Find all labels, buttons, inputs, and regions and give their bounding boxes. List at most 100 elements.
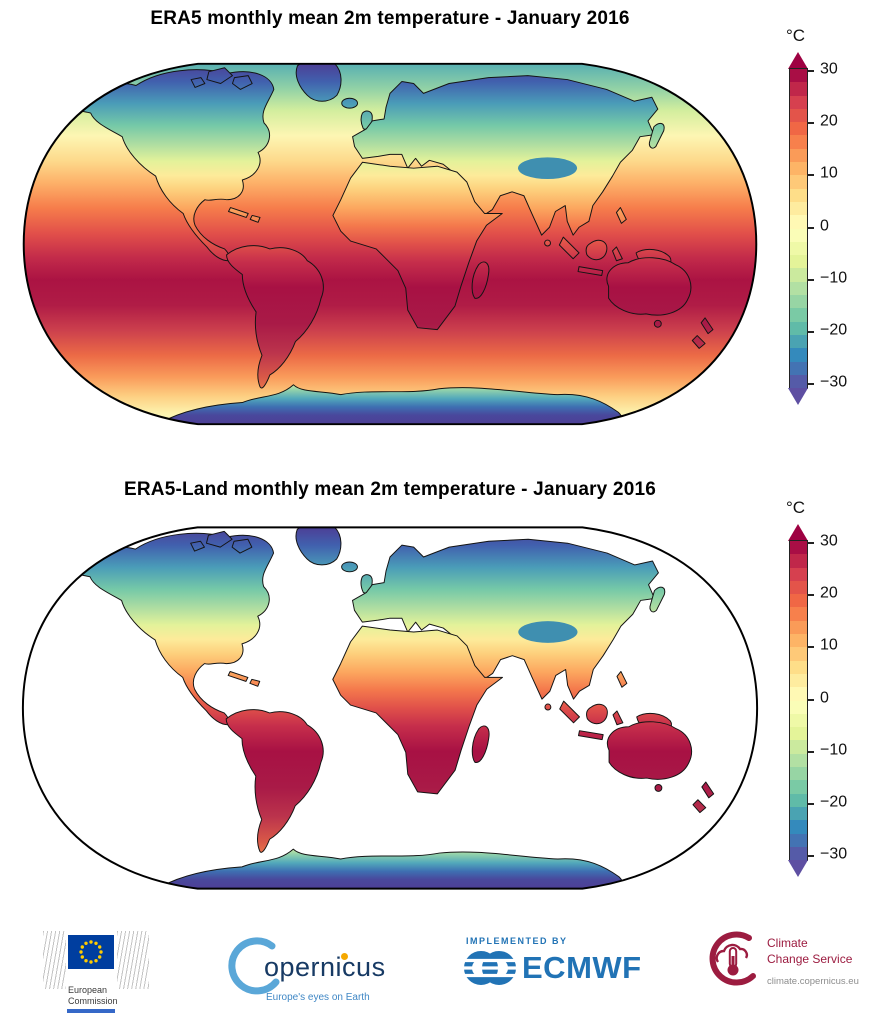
colorbar-segment [790,806,807,821]
colorbar-segment [790,833,807,847]
colorbar-tick-mark [808,855,814,857]
colorbar-segment [790,268,807,282]
colorbar-tick-mark [808,122,814,125]
colorbar-segment [790,374,807,389]
ecmwf-logo: IMPLEMENTED BY ECMWF [462,936,652,1006]
colorbar-segment [790,255,807,269]
map1-era5-global [22,62,758,426]
colorbar-segment [790,108,807,123]
colorbar-tick-label: 10 [820,164,838,182]
copernicus-wordmark-text: opernicus [264,951,386,982]
colorbar-arrow-above-max [788,524,808,541]
colorbar-tick-label: 20 [820,584,838,602]
colorbar-tick-mark [808,226,814,229]
colorbar-segment [790,228,807,242]
colorbar-segment [790,321,807,335]
colorbar-segment [790,148,807,163]
eu-stars-icon [79,940,103,964]
colorbar-segment [790,673,807,688]
colorbar-segment [790,162,807,176]
colorbar-body [789,540,808,861]
colorbar-unit-label: °C [786,498,806,517]
colorbar-segment [790,215,807,229]
colorbar-tick-mark [808,383,814,385]
colorbar-segment [790,753,807,768]
colorbar-segment [790,740,807,754]
copernicus-dot-icon [340,952,348,960]
colorbar-segment [790,660,807,674]
colorbar-tick-mark [808,70,814,72]
colorbar-segment [790,767,807,781]
colorbar-tick-label: 30 [820,60,838,78]
colorbar-segment [790,95,807,109]
ecmwf-kicker: IMPLEMENTED BY [466,936,568,946]
colorbar-segment [790,308,807,322]
colorbar-segment [790,361,807,375]
ec-line1: European [68,985,108,995]
colorbar-segment [790,780,807,794]
colorbar-tick-label: −20 [820,793,848,811]
colorbar-segment [790,175,807,189]
colorbar-segment [790,727,807,741]
ec-hatch-right [117,931,149,989]
colorbar: °C 30 20 10 0 −10 −20 −30 [780,498,872,918]
colorbar-segment [790,541,807,555]
colorbar-arrow-above-max [788,52,808,69]
c3s-crescent-thermometer-icon [709,931,756,986]
colorbar-segment [790,188,807,202]
colorbar-segment [790,241,807,256]
colorbar-segment [790,700,807,714]
colorbar-segment [790,687,807,701]
colorbar-segment [790,594,807,608]
copernicus-logo: opernicus Europe's eyes on Earth [228,936,403,1006]
colorbar-segment [790,122,807,136]
colorbar-segment [790,793,807,807]
colorbar-tick-label: −20 [820,321,848,339]
colorbar-tick-mark [808,542,814,544]
colorbar-segment [790,69,807,83]
map2-title: ERA5-Land monthly mean 2m temperature - … [123,479,656,500]
european-commission-logo: European Commission [43,925,168,1017]
ec-wordmark: European Commission [68,985,118,1008]
colorbar-segment [790,201,807,216]
colorbar-tick-mark [808,698,814,701]
colorbar-tick-mark [808,750,814,753]
colorbar-segment [790,295,807,309]
colorbar-segment [790,82,807,96]
colorbar-tick-mark [808,174,814,177]
colorbar-arrow-below-min [788,388,808,405]
climate-change-service-logo: Climate Change Service climate.copernicu… [703,926,871,1006]
colorbar-segment [790,554,807,568]
colorbar-tick-mark [808,594,814,597]
c3s-url: climate.copernicus.eu [767,976,859,988]
colorbar: °C 30 20 10 0 −10 −20 −30 [780,26,872,446]
colorbar-tick-label: 0 [820,689,829,707]
colorbar-tick-label: −30 [820,373,848,391]
copernicus-crescent-icon [228,937,280,995]
colorbar-tick-mark [808,278,814,281]
c3s-line1: Climate [767,936,808,950]
eu-flag-icon [68,935,114,969]
colorbar-segment [790,820,807,834]
colorbar-unit-label: °C [786,26,806,45]
colorbar-segment [790,348,807,362]
colorbar-body [789,68,808,389]
colorbar-segment [790,567,807,581]
colorbar-segment [790,713,807,728]
colorbar-tick-label: −10 [820,269,848,287]
colorbar-tick-mark [808,330,814,333]
c3s-wordmark: Climate Change Service [767,936,859,967]
colorbar-tick-label: −10 [820,741,848,759]
colorbar-tick-label: 0 [820,217,829,235]
map1-title: ERA5 monthly mean 2m temperature - Janua… [150,8,630,29]
colorbar-segment [790,135,807,149]
colorbar-segment [790,620,807,635]
ec-underline-bar [67,1009,115,1013]
colorbar-segment [790,281,807,296]
colorbar-segment [790,607,807,621]
colorbar-segment [790,846,807,861]
ec-line2: Commission [68,996,118,1007]
c3s-line2: Change Service [767,951,853,966]
copernicus-tagline: Europe's eyes on Earth [266,992,370,1003]
